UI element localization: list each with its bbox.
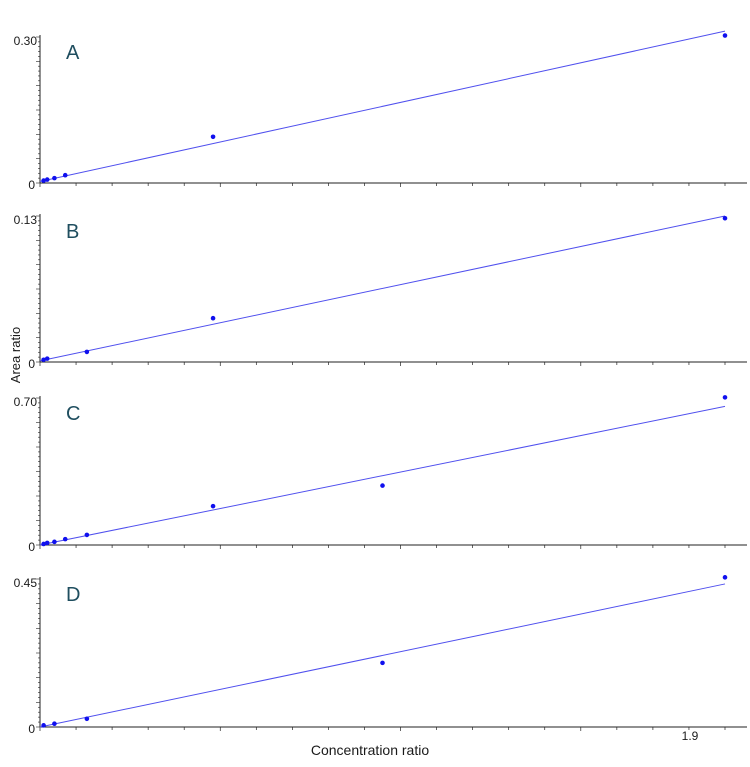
data-point (44, 177, 50, 182)
y-min-tick-label: 0 (28, 178, 35, 192)
panel-label: A (66, 42, 80, 64)
panel-label: C (66, 403, 80, 425)
y-min-tick-label: 0 (28, 357, 35, 371)
x-axis-label: Concentration ratio (311, 742, 430, 758)
data-point (722, 33, 728, 38)
data-point (44, 540, 50, 546)
data-point (722, 215, 728, 221)
fit-line (39, 215, 726, 362)
data-point (210, 134, 216, 140)
data-point (210, 503, 216, 509)
y-axis-label: Area ratio (8, 327, 23, 383)
data-point (210, 315, 216, 321)
panel-label: D (66, 584, 80, 606)
data-point (62, 536, 68, 542)
data-point (380, 483, 385, 488)
data-point (41, 357, 46, 363)
data-point (84, 532, 90, 538)
panel-c: 0.70 0 C (14, 395, 747, 554)
y-max-tick-label: 0.30 (14, 34, 38, 48)
y-min-tick-label: 0 (28, 540, 35, 554)
panel-d: 0.45 0 D (14, 575, 747, 736)
data-point (722, 575, 728, 580)
data-point (380, 660, 385, 666)
fit-line (39, 30, 726, 183)
x-tick-label: 1.9 (682, 729, 699, 743)
panel-b: 0.13 0 B (14, 213, 747, 371)
data-point (44, 356, 50, 361)
data-point (62, 172, 68, 178)
data-point (52, 721, 57, 727)
fit-line (39, 405, 726, 546)
panel-a: 0.30 0 A (14, 30, 747, 192)
data-point (722, 395, 728, 400)
fit-line (39, 583, 726, 728)
data-point (84, 716, 90, 722)
data-point (52, 539, 57, 545)
data-point (41, 723, 46, 728)
data-point (52, 175, 57, 181)
y-max-tick-label: 0.70 (14, 395, 38, 409)
data-point (41, 541, 46, 547)
panel-label: B (66, 221, 79, 243)
y-min-tick-label: 0 (28, 722, 35, 736)
y-max-tick-label: 0.13 (14, 213, 38, 227)
y-max-tick-label: 0.45 (14, 576, 38, 590)
data-point (84, 349, 90, 355)
data-point (41, 178, 46, 183)
